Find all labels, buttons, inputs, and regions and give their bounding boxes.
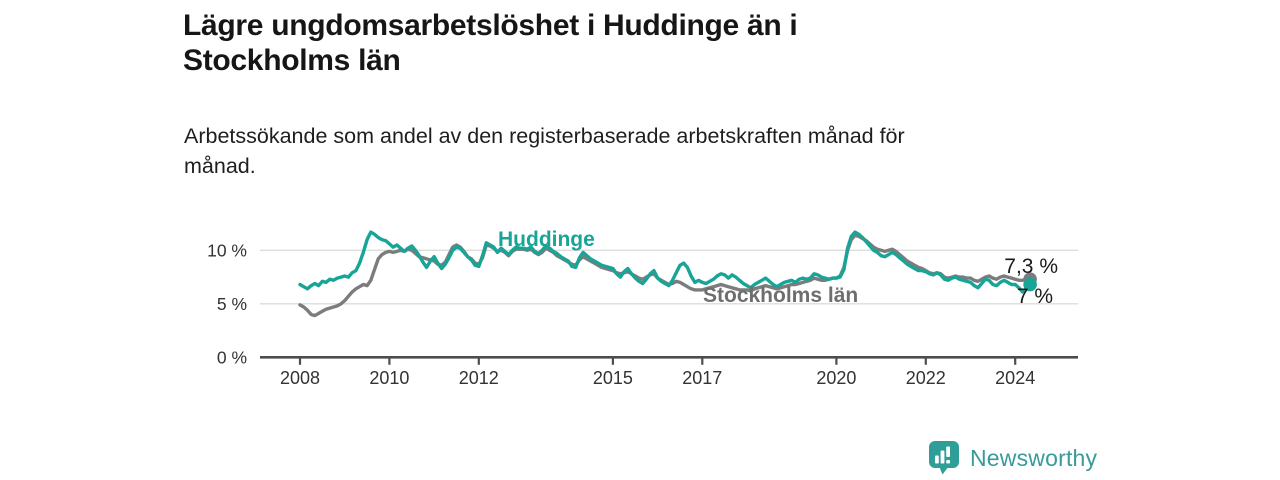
stockholms-lan-series-label: Stockholms län	[703, 284, 858, 307]
page-title-line2: Stockholms län	[183, 44, 401, 77]
stockholms-lan-end-value-label: 7,3 %	[1004, 255, 1058, 278]
page-title-line1: Lägre ungdomsarbetslöshet i Huddinge än …	[183, 9, 798, 42]
huddinge-line	[298, 230, 1032, 294]
newsworthy-logo-icon	[929, 441, 959, 475]
x-tick-label-2017: 2017	[682, 368, 722, 388]
x-tick-label-2012: 2012	[459, 368, 499, 388]
x-tick-label-2008: 2008	[280, 368, 320, 388]
x-tick-label-2010: 2010	[369, 368, 409, 388]
y-tick-label-10-pct: 10 %	[207, 240, 247, 260]
page-title: Lägre ungdomsarbetslöshet i Huddinge än …	[183, 8, 1043, 78]
x-tick-label-2020: 2020	[816, 368, 856, 388]
chart-subtitle-line2: månad.	[184, 154, 256, 178]
x-tick-label-2022: 2022	[906, 368, 946, 388]
huddinge-series-label: Huddinge	[498, 228, 595, 251]
huddinge-end-dot	[1023, 277, 1037, 292]
chart-subtitle-line1: Arbetssökande som andel av den registerb…	[184, 124, 905, 148]
chart-subtitle: Arbetssökande som andel av den registerb…	[184, 121, 1064, 181]
y-tick-label-5-pct: 5 %	[217, 294, 247, 314]
unemployment-line-chart: 2008 2010 2012 2015 2017 2020 2022 2024 0 % 5 % 10…	[207, 228, 1078, 388]
huddinge-end-value-label: 7 %	[1017, 285, 1053, 308]
brand-name: Newsworthy	[970, 444, 1098, 471]
x-tick-label-2015: 2015	[593, 368, 633, 388]
y-tick-label-0-pct: 0 %	[217, 347, 247, 367]
brand-footer: Newsworthy	[928, 440, 1097, 476]
x-tick-label-2024: 2024	[995, 368, 1035, 388]
